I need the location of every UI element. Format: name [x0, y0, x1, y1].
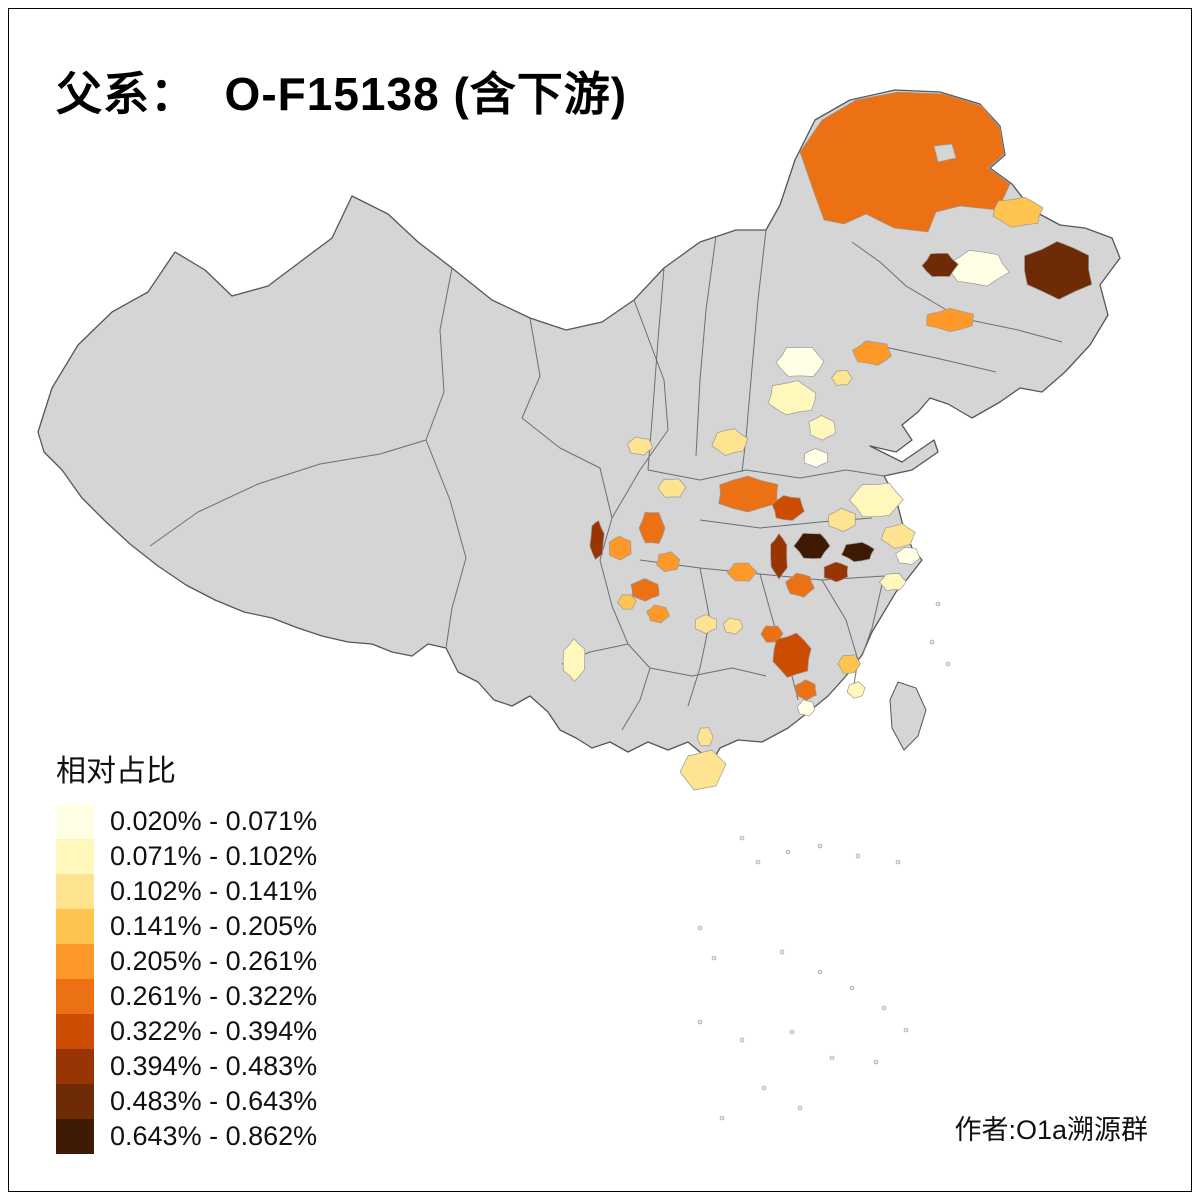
map-region-hebei-mid [767, 380, 817, 416]
legend-label: 0.322% - 0.394% [110, 1016, 318, 1046]
map-region-hunan-patch [722, 617, 744, 635]
legend-label: 0.205% - 0.261% [110, 946, 318, 976]
map-region-jiangxi-south [795, 679, 817, 701]
map-region-yunnan-patch [562, 638, 586, 682]
legend-swatch [56, 944, 94, 979]
map-region-nei-menggu-hulunbuir [799, 91, 1011, 233]
map-region-jilin [926, 307, 974, 333]
map-region-guangdong-patch [796, 699, 816, 717]
map-region-jiangxi-strong [772, 632, 812, 678]
map-region-hubei-east-dark [793, 532, 831, 559]
legend-swatch [56, 1119, 94, 1154]
legend: 相对占比 0.020% - 0.071% 0.071% - 0.102% 0.102… [56, 746, 317, 1154]
legend-swatch [56, 1014, 94, 1049]
map-region-heilongjiang-west [992, 196, 1044, 228]
map-region-guizhou-patch [694, 614, 718, 634]
map-region-liaoning [852, 340, 892, 366]
map-region-hubei-west-streak [770, 532, 788, 580]
china-mainland-shape [37, 89, 1121, 763]
page-title: 父系： O-F15138 (含下游) [56, 68, 628, 120]
south-china-sea-islets [697, 601, 951, 1121]
legend-label: 0.102% - 0.141% [110, 876, 318, 906]
map-region-leizhou-patch [696, 727, 714, 747]
map-region-hubei-southwest [726, 562, 758, 582]
legend-swatch [56, 804, 94, 839]
legend-swatch [56, 839, 94, 874]
map-region-jiangsu-mid [880, 523, 916, 549]
map-region-hebei-small [831, 370, 853, 386]
map-region-sichuan-north [638, 511, 666, 544]
map-region-tianjin-area [808, 415, 836, 441]
map-region-shaanxi-patch [657, 478, 687, 498]
legend-item: 0.394% - 0.483% [56, 1049, 317, 1084]
map-region-shanghai-area [895, 547, 921, 565]
legend-label: 0.071% - 0.102% [110, 841, 318, 871]
map-region-harbin-dark [921, 252, 959, 277]
legend-label: 0.261% - 0.322% [110, 981, 318, 1011]
legend-swatch [56, 874, 94, 909]
map-region-fujian-coastal [846, 681, 866, 699]
map-region-henan-west [718, 475, 779, 513]
legend-swatch [56, 909, 94, 944]
legend-item: 0.102% - 0.141% [56, 874, 317, 909]
legend-label: 0.643% - 0.862% [110, 1121, 318, 1151]
map-region-chongqing-south [646, 604, 670, 624]
legend-title: 相对占比 [56, 755, 176, 788]
legend-label: 0.394% - 0.483% [110, 1051, 318, 1081]
map-region-fujian-northwest [837, 654, 861, 674]
legend-swatch [56, 979, 94, 1014]
taiwan-island [889, 681, 927, 751]
legend-swatch [56, 1049, 94, 1084]
legend-item: 0.643% - 0.862% [56, 1119, 317, 1154]
colored-regions [562, 91, 1093, 791]
map-region-shandong-west [803, 448, 829, 468]
legend-items: 0.020% - 0.071% 0.071% - 0.102% 0.102% - 0… [56, 804, 317, 1154]
legend-item: 0.020% - 0.071% [56, 804, 317, 839]
legend-item: 0.483% - 0.643% [56, 1084, 317, 1119]
legend-label: 0.141% - 0.205% [110, 911, 318, 941]
author-credit: 作者:O1a溯源群 [954, 1115, 1148, 1145]
map-region-jiangsu-north [849, 482, 904, 518]
map-region-hubei-mid [785, 572, 815, 598]
map-region-sichuan-streak [589, 519, 605, 561]
legend-swatch [56, 1084, 94, 1119]
map-region-heilongjiang-east [1024, 241, 1093, 300]
map-region-anhui-north [828, 507, 856, 532]
map-region-gansu-patch [626, 436, 654, 456]
map-region-zhejiang-north [878, 573, 907, 591]
legend-item: 0.205% - 0.261% [56, 944, 317, 979]
legend-item: 0.141% - 0.205% [56, 909, 317, 944]
legend-label: 0.020% - 0.071% [110, 806, 318, 836]
map-region-hainan-island [679, 749, 727, 791]
hulunbuir-enclave [933, 143, 957, 163]
map-region-chongqing [630, 578, 660, 602]
map-region-sichuan-south [616, 594, 637, 610]
map-region-hebei-north [775, 346, 825, 377]
legend-item: 0.322% - 0.394% [56, 1014, 317, 1049]
map-region-shanxi [711, 428, 749, 456]
legend-item: 0.071% - 0.102% [56, 839, 317, 874]
legend-label: 0.483% - 0.643% [110, 1086, 318, 1116]
map-region-sichuan-east [655, 551, 680, 573]
map-region-hunan-east [760, 625, 784, 643]
legend-item: 0.261% - 0.322% [56, 979, 317, 1014]
map-region-henan-east [771, 495, 805, 521]
map-region-harbin-light [946, 250, 1010, 287]
map-region-sichuan-west [608, 535, 632, 561]
map-region-nanjing-dark [841, 541, 875, 563]
map-region-anhui-mid [823, 561, 849, 583]
